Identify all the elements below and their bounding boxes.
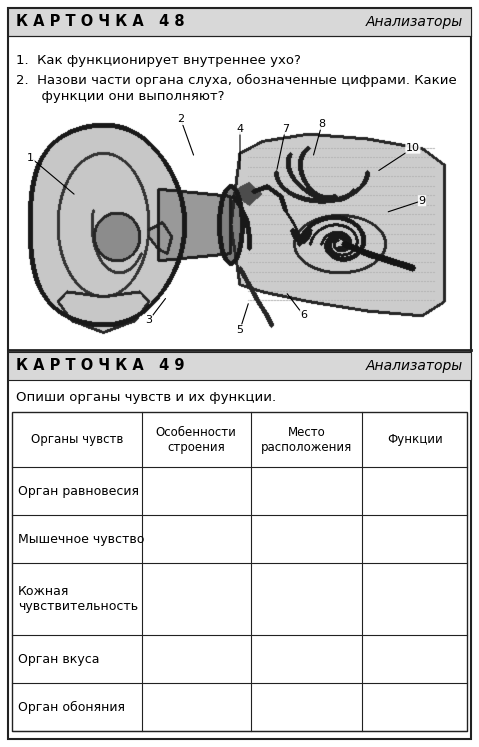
Text: 7: 7 bbox=[282, 124, 289, 134]
Text: Орган равновесия: Орган равновесия bbox=[18, 485, 139, 498]
Bar bbox=[12, 412, 467, 731]
Text: 1.  Как функционирует внутреннее ухо?: 1. Как функционирует внутреннее ухо? bbox=[16, 54, 301, 67]
Bar bbox=[8, 352, 471, 379]
Bar bbox=[8, 8, 471, 36]
Text: К А Р Т О Ч К А   4 9: К А Р Т О Ч К А 4 9 bbox=[16, 358, 184, 373]
Text: Мышечное чувство: Мышечное чувство bbox=[18, 533, 144, 546]
Text: 9: 9 bbox=[419, 196, 425, 205]
Text: Кожная
чувствительность: Кожная чувствительность bbox=[18, 585, 138, 613]
Text: Анализаторы: Анализаторы bbox=[366, 15, 463, 29]
Text: 3: 3 bbox=[146, 315, 152, 325]
Text: Опиши органы чувств и их функции.: Опиши органы чувств и их функции. bbox=[16, 391, 276, 404]
Text: Орган обоняния: Орган обоняния bbox=[18, 701, 125, 713]
Text: Особенности
строения: Особенности строения bbox=[156, 426, 237, 453]
Text: 2: 2 bbox=[177, 114, 184, 125]
Text: 5: 5 bbox=[237, 325, 243, 335]
Text: 2.  Назови части органа слуха, обозначенные цифрами. Какие: 2. Назови части органа слуха, обозначенн… bbox=[16, 74, 457, 87]
Text: 1: 1 bbox=[27, 152, 34, 163]
Text: Место
расположения: Место расположения bbox=[261, 426, 352, 453]
Text: К А Р Т О Ч К А   4 8: К А Р Т О Ч К А 4 8 bbox=[16, 14, 184, 29]
Text: Органы чувств: Органы чувств bbox=[31, 433, 123, 446]
Text: 8: 8 bbox=[319, 120, 325, 129]
Text: 10: 10 bbox=[406, 143, 420, 153]
Text: Функции: Функции bbox=[387, 433, 443, 446]
Text: 4: 4 bbox=[237, 124, 243, 134]
Text: 6: 6 bbox=[300, 311, 307, 320]
Text: Орган вкуса: Орган вкуса bbox=[18, 653, 100, 666]
Text: функции они выполняют?: функции они выполняют? bbox=[16, 90, 225, 103]
Text: Анализаторы: Анализаторы bbox=[366, 359, 463, 373]
